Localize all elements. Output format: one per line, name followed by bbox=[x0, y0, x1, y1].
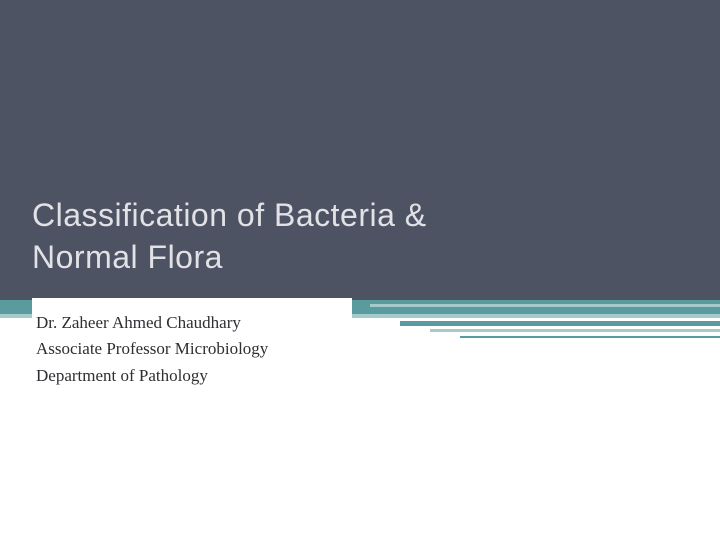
decor-stripe-3 bbox=[430, 329, 720, 332]
decor-stripe-2 bbox=[400, 321, 720, 326]
decor-stripe-1 bbox=[370, 304, 720, 307]
title-panel: Classification of Bacteria & Normal Flor… bbox=[0, 0, 720, 300]
slide-title: Classification of Bacteria & Normal Flor… bbox=[32, 195, 427, 278]
author-dept: Department of Pathology bbox=[36, 363, 348, 389]
title-line-2: Normal Flora bbox=[32, 237, 427, 279]
author-role: Associate Professor Microbiology bbox=[36, 336, 348, 362]
author-name: Dr. Zaheer Ahmed Chaudhary bbox=[36, 310, 348, 336]
subtitle-box: Dr. Zaheer Ahmed Chaudhary Associate Pro… bbox=[32, 298, 352, 397]
decor-stripe-4 bbox=[460, 336, 720, 338]
title-line-1: Classification of Bacteria & bbox=[32, 195, 427, 237]
